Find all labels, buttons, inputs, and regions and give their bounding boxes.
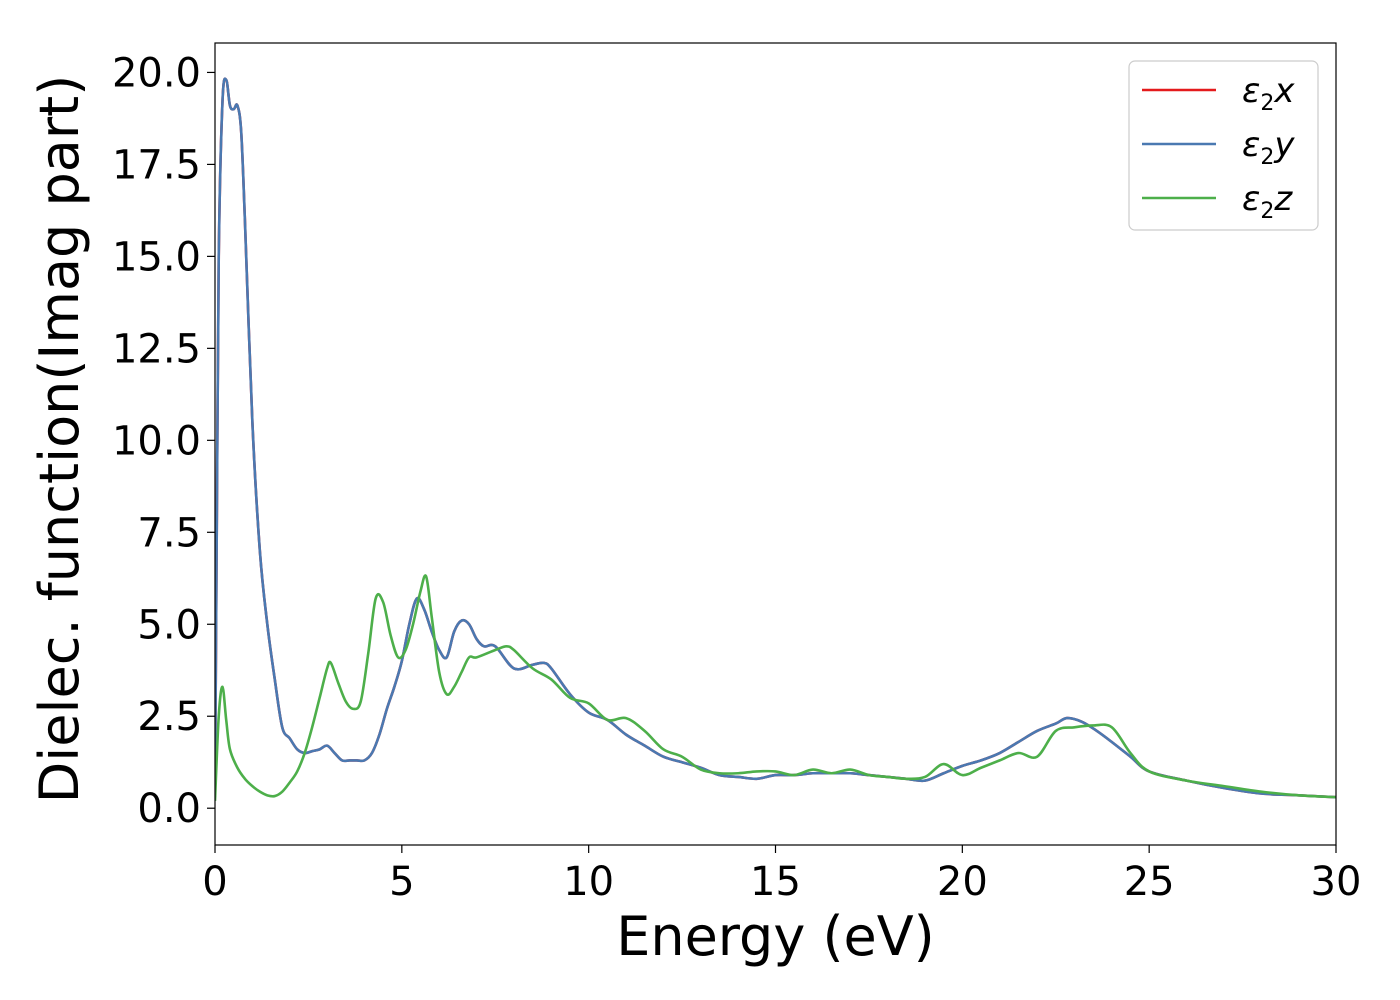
y-tick-label: 2.5 (137, 694, 201, 740)
y-axis: 0.0 2.5 5.0 7.5 10.0 12.5 15.0 17.5 20.0 (112, 50, 215, 832)
y-tick-label: 0.0 (137, 786, 201, 832)
y-tick-label: 20.0 (112, 50, 201, 96)
y-axis-label: Dielec. function(Imag part) (28, 75, 91, 804)
y-tick-label: 5.0 (137, 602, 201, 648)
x-tick-label: 20 (937, 859, 988, 905)
legend-label: ε2y (1242, 125, 1295, 170)
plot-area (215, 77, 1336, 801)
x-tick-label: 25 (1124, 859, 1175, 905)
y-tick-label: 17.5 (112, 142, 201, 188)
y-tick-label: 12.5 (112, 326, 201, 372)
legend-label: ε2z (1242, 179, 1293, 224)
series-line-y (215, 77, 1336, 799)
y-tick-label: 7.5 (137, 510, 201, 556)
legend-box (1128, 60, 1319, 231)
x-axis-label: Energy (eV) (616, 905, 935, 968)
x-tick-label: 0 (202, 859, 227, 905)
legend-label: ε2x (1242, 71, 1295, 116)
x-tick-label: 15 (750, 859, 801, 905)
y-tick-label: 10.0 (112, 418, 201, 464)
x-tick-label: 30 (1311, 859, 1362, 905)
legend: ε2x ε2y ε2z (1128, 60, 1319, 231)
x-tick-label: 10 (563, 859, 614, 905)
series-line-z (215, 574, 1336, 801)
y-tick-label: 15.0 (112, 234, 201, 280)
x-axis: 0 5 10 15 20 25 30 (202, 845, 1361, 905)
x-tick-label: 5 (389, 859, 414, 905)
